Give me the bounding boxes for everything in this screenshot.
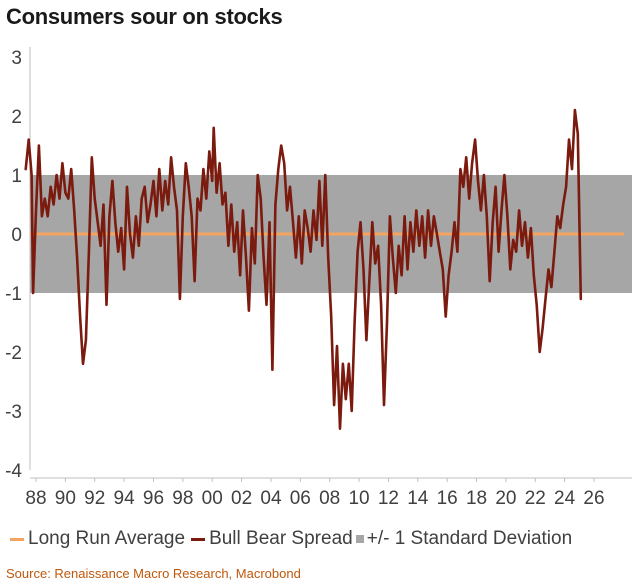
legend-label-long-run-average: Long Run Average	[28, 528, 186, 549]
legend-item-std-deviation: +/- 1 Standard Deviation	[353, 528, 572, 550]
y-tick-label: 2	[11, 107, 22, 128]
x-tick-label: 18	[466, 488, 487, 509]
x-tick-label: 94	[114, 488, 136, 509]
y-tick-label: -4	[5, 461, 22, 482]
legend-item-long-run-average: Long Run Average	[10, 528, 185, 550]
x-tick-label: 24	[554, 488, 576, 509]
x-tick-label: 92	[84, 488, 105, 509]
x-tick-label: 20	[495, 488, 516, 509]
x-tick-label: 02	[231, 488, 252, 509]
source-note: Source: Renaissance Macro Research, Macr…	[6, 566, 301, 581]
x-tick-label: 96	[143, 488, 164, 509]
legend-item-bull-bear-spread: Bull Bear Spread	[191, 528, 353, 550]
x-tick-label: 14	[407, 488, 429, 509]
legend-swatch-bull-bear-spread	[191, 537, 206, 541]
x-tick-label: 98	[172, 488, 193, 509]
legend: Long Run Average Bull Bear Spread +/- 1 …	[10, 528, 572, 550]
legend-label-std-deviation: +/- 1 Standard Deviation	[366, 528, 573, 549]
x-tick-label: 16	[437, 488, 458, 509]
y-tick-label: -2	[5, 343, 22, 364]
bull-bear-spread-line	[24, 108, 583, 430]
x-tick-label: 26	[583, 488, 604, 509]
x-tick-label: 06	[290, 488, 311, 509]
x-tick-label: 04	[260, 488, 282, 509]
y-tick-label: 0	[11, 225, 22, 246]
x-tick-label: 22	[525, 488, 546, 509]
y-tick-label: 3	[11, 48, 22, 69]
legend-label-bull-bear-spread: Bull Bear Spread	[209, 528, 353, 549]
chart-title: Consumers sour on stocks	[6, 4, 283, 29]
legend-swatch-long-run-average	[10, 537, 24, 541]
x-tick-label: 10	[348, 488, 369, 509]
y-tick-label: -1	[5, 284, 22, 305]
x-tick-label: 12	[378, 488, 399, 509]
y-tick-label: 1	[11, 166, 22, 187]
x-tick-label: 88	[25, 488, 46, 509]
x-tick-label: 00	[202, 488, 223, 509]
x-tick-label: 90	[55, 488, 76, 509]
legend-swatch-std-deviation	[355, 535, 364, 543]
y-tick-label: -3	[5, 402, 22, 423]
x-tick-label: 08	[319, 488, 340, 509]
